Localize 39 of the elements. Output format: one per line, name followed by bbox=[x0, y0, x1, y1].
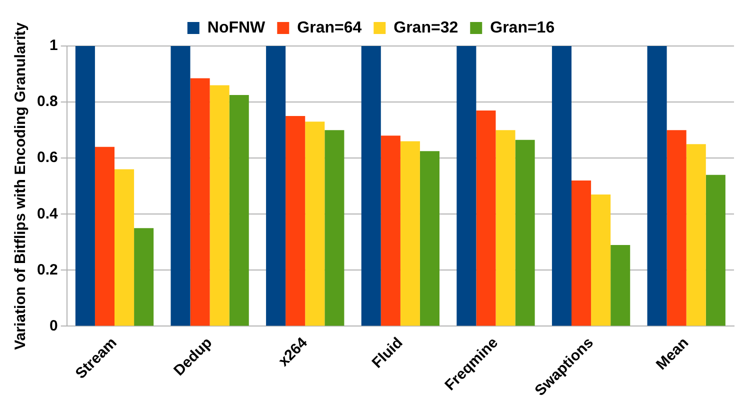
y-tick-label: 0.4 bbox=[36, 205, 58, 222]
y-tick-label: 0.6 bbox=[36, 149, 58, 166]
bar bbox=[456, 46, 476, 326]
bar bbox=[305, 122, 325, 326]
bar bbox=[286, 116, 306, 326]
bar bbox=[420, 151, 440, 326]
bar bbox=[496, 130, 516, 326]
bar bbox=[134, 228, 154, 326]
bar bbox=[324, 130, 344, 326]
bar bbox=[380, 136, 400, 326]
bar bbox=[75, 46, 95, 326]
y-tick-label: 0.2 bbox=[36, 261, 58, 278]
legend-label: Gran=16 bbox=[490, 19, 555, 36]
y-tick-label: 1 bbox=[50, 37, 58, 54]
bar bbox=[515, 140, 535, 326]
bar bbox=[114, 169, 134, 326]
legend-label: NoFNW bbox=[207, 19, 266, 36]
bar bbox=[170, 46, 190, 326]
y-axis-title: Variation of Bitflips with Encoding Granularity bbox=[12, 22, 30, 350]
bar bbox=[210, 85, 230, 326]
bar bbox=[361, 46, 381, 326]
bar bbox=[686, 144, 706, 326]
legend-label: Gran=64 bbox=[297, 19, 362, 36]
bar bbox=[266, 46, 286, 326]
bar bbox=[666, 130, 686, 326]
bar bbox=[476, 110, 496, 326]
y-tick-label: 0.8 bbox=[36, 93, 58, 110]
bar bbox=[647, 46, 667, 326]
bar bbox=[610, 244, 630, 326]
bar bbox=[400, 141, 420, 326]
bar bbox=[552, 46, 572, 326]
bar bbox=[190, 78, 210, 326]
bar bbox=[94, 146, 115, 326]
bar bbox=[572, 180, 592, 326]
bar bbox=[591, 194, 611, 326]
bar bbox=[229, 95, 249, 326]
y-tick-label: 0 bbox=[50, 317, 58, 334]
legend-label: Gran=32 bbox=[394, 19, 458, 36]
bar bbox=[706, 174, 726, 326]
